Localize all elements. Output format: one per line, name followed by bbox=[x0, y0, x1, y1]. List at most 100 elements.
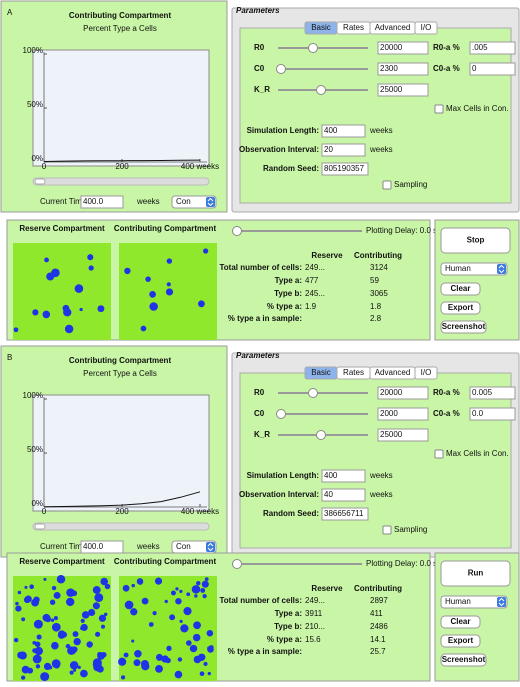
slider-thumb[interactable] bbox=[232, 226, 242, 236]
cell-dot bbox=[193, 621, 201, 630]
cell-dot bbox=[166, 258, 173, 264]
text-field[interactable] bbox=[469, 407, 516, 421]
cell-dot bbox=[35, 664, 41, 669]
text-field[interactable] bbox=[321, 143, 366, 157]
checkbox[interactable] bbox=[382, 525, 392, 535]
slider-thumb[interactable] bbox=[276, 64, 286, 74]
text-field[interactable] bbox=[377, 41, 429, 55]
text-field[interactable] bbox=[377, 83, 429, 97]
time-unit: weeks bbox=[136, 197, 160, 206]
cell-dot bbox=[42, 310, 51, 319]
cell-dot bbox=[95, 631, 101, 637]
cell-dot bbox=[141, 662, 150, 671]
cell-dot bbox=[43, 577, 47, 581]
select-arrow-icon bbox=[207, 542, 214, 552]
checkbox-label: Max Cells in Con. bbox=[446, 104, 509, 113]
text-field[interactable] bbox=[377, 407, 429, 421]
text-field[interactable] bbox=[377, 62, 429, 76]
cell-dot bbox=[80, 618, 85, 623]
slider-thumb[interactable] bbox=[232, 559, 242, 569]
text-field-value: 25000 bbox=[380, 430, 403, 439]
cell-dot bbox=[197, 300, 205, 308]
slider-thumb[interactable] bbox=[316, 430, 326, 440]
cell-dot bbox=[193, 655, 202, 664]
button[interactable] bbox=[440, 282, 481, 296]
cell-dot bbox=[74, 284, 84, 293]
text-field[interactable] bbox=[469, 386, 516, 400]
button[interactable] bbox=[440, 653, 487, 667]
cell-dot bbox=[80, 626, 84, 630]
button[interactable] bbox=[440, 615, 481, 629]
cell-dot bbox=[18, 651, 27, 660]
tab[interactable] bbox=[414, 366, 438, 380]
cell-dot bbox=[175, 598, 182, 605]
row-label: Total number of cells: bbox=[219, 263, 302, 272]
checkbox[interactable] bbox=[434, 104, 444, 114]
cell-dot bbox=[94, 593, 104, 603]
cell-dot bbox=[191, 585, 201, 594]
slider-thumb[interactable] bbox=[316, 85, 326, 95]
row-label: Type a: bbox=[275, 609, 302, 618]
select-value: Con bbox=[176, 197, 191, 206]
select[interactable] bbox=[440, 262, 508, 276]
checkbox[interactable] bbox=[434, 449, 444, 459]
slider-thumb[interactable] bbox=[308, 43, 318, 53]
time-unit: weeks bbox=[136, 542, 160, 551]
checkbox[interactable] bbox=[382, 180, 392, 190]
text-field[interactable] bbox=[321, 162, 369, 176]
cell-dot bbox=[104, 583, 111, 590]
button[interactable] bbox=[440, 320, 487, 334]
cell-dot bbox=[204, 577, 209, 582]
text-field[interactable] bbox=[321, 507, 369, 521]
slider-thumb[interactable] bbox=[276, 409, 286, 419]
slider-thumb[interactable] bbox=[308, 388, 318, 398]
text-field[interactable] bbox=[377, 428, 429, 442]
button[interactable] bbox=[440, 301, 481, 315]
text-field[interactable] bbox=[80, 195, 124, 209]
tab-label: Advanced bbox=[375, 23, 411, 32]
column-header: Reserve bbox=[311, 584, 343, 593]
text-field[interactable] bbox=[469, 41, 516, 55]
text-field[interactable] bbox=[321, 124, 366, 138]
cell-dot bbox=[36, 634, 42, 640]
cell-dot bbox=[43, 662, 52, 671]
cell-dot bbox=[57, 631, 66, 639]
scrollbar-thumb[interactable] bbox=[34, 523, 46, 530]
cell-dot bbox=[21, 617, 26, 622]
button[interactable] bbox=[440, 560, 511, 587]
cell-value: 249... bbox=[305, 263, 325, 272]
button-label: Run bbox=[468, 569, 484, 578]
button[interactable] bbox=[440, 227, 511, 254]
text-field[interactable] bbox=[321, 488, 366, 502]
cell-dot bbox=[63, 308, 72, 317]
cell-dot bbox=[51, 622, 61, 632]
row-label: % type a in sample: bbox=[228, 314, 302, 323]
text-field[interactable] bbox=[321, 469, 366, 483]
cell-dot bbox=[45, 616, 52, 623]
text-field-value: 40 bbox=[324, 490, 333, 499]
tab-label: Advanced bbox=[375, 368, 411, 377]
select-arrow-icon bbox=[498, 264, 505, 274]
cell-image bbox=[13, 243, 111, 340]
cell-dot bbox=[53, 591, 61, 599]
select[interactable] bbox=[171, 195, 217, 209]
text-field[interactable] bbox=[469, 62, 516, 76]
text-field-value: 400.0 bbox=[83, 197, 104, 206]
tab-label: Basic bbox=[311, 368, 331, 377]
select[interactable] bbox=[440, 595, 508, 609]
cell-dot bbox=[34, 641, 41, 648]
text-field[interactable] bbox=[377, 386, 429, 400]
tab[interactable] bbox=[414, 21, 438, 35]
button-label: Clear bbox=[450, 617, 470, 626]
select-arrow bbox=[497, 264, 506, 274]
param-label: Simulation Length: bbox=[247, 126, 319, 135]
button[interactable] bbox=[440, 634, 481, 648]
parameters-inner bbox=[239, 372, 512, 549]
cell-dot bbox=[155, 653, 163, 661]
cell-dot bbox=[189, 644, 198, 653]
button-label: Export bbox=[448, 303, 474, 312]
scrollbar-thumb[interactable] bbox=[34, 178, 46, 185]
cell-dot bbox=[199, 671, 205, 677]
cell-value: 1.9 bbox=[305, 302, 317, 311]
